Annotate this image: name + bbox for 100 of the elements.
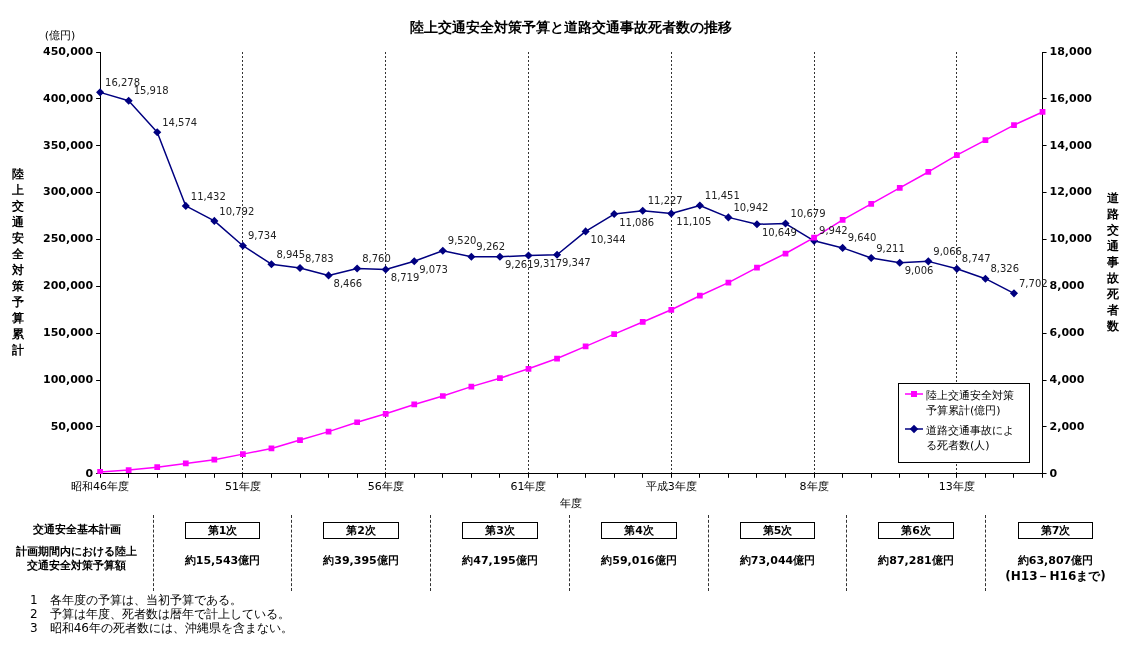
point	[896, 259, 904, 267]
text: 第4次	[601, 521, 677, 539]
data-label: 9,520	[447, 235, 477, 247]
y2-tick-label: 2,000	[1049, 419, 1085, 433]
data-label: 8,466	[333, 278, 363, 290]
data-label: 10,792	[219, 205, 255, 217]
text: 陸上交通安全対策予算累計	[12, 167, 24, 358]
y2-tick-label: 18,000	[1049, 44, 1093, 58]
legend-label: 道路交通事故による死者数(人)	[926, 423, 1015, 453]
text: 2 予算は年度、死者数は暦年で計上している。	[30, 607, 291, 621]
point	[96, 88, 104, 97]
point	[724, 213, 733, 222]
point	[668, 306, 675, 313]
point	[868, 200, 875, 207]
point	[639, 319, 646, 325]
text: 第6次	[878, 521, 954, 539]
data-label: 16,278	[105, 76, 141, 88]
x-tick-label: 昭和46年度	[71, 480, 130, 494]
data-label: 8,945	[276, 248, 306, 260]
data-label: 11,432	[190, 190, 226, 202]
x-axis-title: 年度	[560, 496, 583, 510]
point	[439, 246, 447, 255]
data-label: 11,451	[704, 190, 740, 202]
point	[524, 251, 533, 260]
data-label: 9,262	[476, 241, 506, 253]
point	[354, 419, 361, 426]
legend-label: 陸上交通安全対策予算累計(億円)	[926, 388, 1015, 418]
text: 3 昭和46年の死者数には、沖縄県を含まない。	[30, 621, 294, 635]
text: 約63,807億円	[1016, 553, 1095, 568]
point	[954, 152, 960, 158]
x-tick-label: 平成3年度	[645, 480, 697, 494]
data-label: 11,105	[676, 216, 712, 228]
data-label: 10,649	[761, 226, 797, 238]
text: (H13－H16まで)	[1004, 568, 1107, 585]
point	[1011, 122, 1017, 128]
data-label: 8,747	[961, 253, 991, 265]
y2-tick-label: 10,000	[1049, 232, 1093, 246]
point	[638, 206, 647, 215]
point	[867, 254, 875, 262]
point	[382, 410, 389, 417]
point	[525, 365, 532, 372]
y2-tick-label: 6,000	[1049, 326, 1085, 340]
point	[554, 355, 560, 362]
point	[296, 264, 304, 272]
point	[1039, 109, 1046, 115]
point	[468, 383, 475, 390]
y2-tick-label: 8,000	[1049, 279, 1085, 293]
point	[581, 227, 590, 236]
point	[353, 264, 361, 273]
text: 第7次	[1017, 521, 1094, 539]
data-label: 9,066	[933, 245, 962, 257]
y-tick-label: 100,000	[42, 372, 94, 386]
point	[240, 451, 246, 457]
text: 計画期間内における陸上交通安全対策予算額	[15, 545, 138, 573]
y-tick-label: 250,000	[42, 232, 94, 246]
point	[324, 271, 333, 280]
text: (億円)	[44, 28, 76, 42]
point	[297, 437, 303, 443]
data-label: 9,734	[247, 230, 277, 242]
text: 約15,543億円	[183, 553, 262, 568]
point	[182, 202, 190, 210]
text: 道路交通事故死者数	[1107, 191, 1119, 334]
point	[153, 128, 161, 137]
point	[439, 393, 446, 399]
data-label: 8,760	[362, 253, 391, 265]
point	[154, 464, 161, 471]
x-tick-label: 13年度	[938, 480, 975, 494]
point	[267, 260, 276, 268]
y2-tick-label: 16,000	[1049, 91, 1093, 105]
text: 約39,395億円	[322, 553, 400, 568]
point	[781, 219, 790, 228]
y2-tick-label: 4,000	[1049, 372, 1085, 386]
point	[467, 253, 476, 261]
y2-tick-label: 0	[1049, 466, 1058, 480]
y-tick-label: 150,000	[42, 326, 94, 340]
text: 約87,281億円	[877, 553, 955, 568]
point	[239, 241, 247, 250]
point	[696, 292, 703, 299]
point	[553, 251, 561, 259]
text: 第2次	[323, 521, 399, 539]
point	[924, 257, 933, 266]
point	[610, 210, 618, 218]
point	[753, 220, 761, 229]
data-label: 10,679	[790, 208, 826, 220]
data-label: 9,317	[533, 258, 563, 270]
point	[1010, 289, 1018, 298]
point	[124, 97, 133, 105]
x-tick-label: 56年度	[367, 480, 404, 494]
point	[839, 216, 846, 223]
text: 第5次	[739, 521, 816, 539]
y-tick-label: 350,000	[42, 138, 94, 152]
y-tick-label: 200,000	[42, 279, 94, 293]
data-label: 9,347	[562, 257, 591, 269]
point	[896, 185, 903, 191]
text: 約73,044億円	[738, 553, 817, 568]
text: 交通安全基本計画	[31, 522, 122, 538]
point	[125, 467, 132, 473]
point	[411, 401, 418, 408]
y2-tick-label: 12,000	[1049, 185, 1093, 199]
y-tick-label: 400,000	[42, 91, 94, 105]
